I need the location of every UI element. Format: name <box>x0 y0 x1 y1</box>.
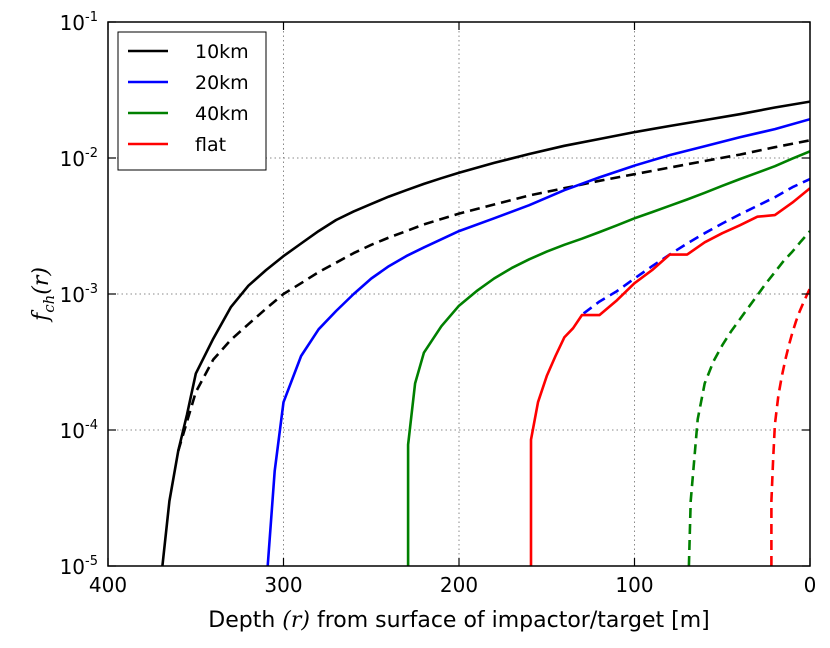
y-tick-exponent: -3 <box>85 282 98 297</box>
x-axis-label: Depth (r) from surface of impactor/targe… <box>208 608 710 633</box>
y-tick-exponent: -5 <box>85 554 98 569</box>
y-tick-label: 10-3 <box>60 282 98 307</box>
series-line <box>529 187 810 566</box>
y-tick-label: 10-2 <box>60 146 98 171</box>
legend-label: 10km <box>195 41 249 63</box>
x-tick-label: 200 <box>440 573 478 597</box>
series-line <box>266 117 810 566</box>
series-line <box>770 287 810 566</box>
ticks: 400 300 200 100 010-510-410-310-210-1 <box>60 10 817 597</box>
y-tick-exponent: -2 <box>85 146 98 161</box>
legend-label: 20km <box>195 72 249 94</box>
y-tick-base: 10 <box>60 147 85 171</box>
series-line <box>176 139 810 452</box>
x-tick-label: 400 <box>89 573 127 597</box>
x-axis-label-suffix: from surface of impactor/target [m] <box>310 608 710 633</box>
y-tick-base: 10 <box>60 283 85 307</box>
y-tick-label: 10-1 <box>60 10 98 35</box>
series-group <box>161 100 810 566</box>
x-tick-label: 100 <box>615 573 653 597</box>
series-line <box>406 150 810 566</box>
y-tick-base: 10 <box>60 419 85 443</box>
series-line <box>687 230 810 566</box>
y-axis-label: fch(r) <box>29 267 58 323</box>
x-axis-label-prefix: Depth <box>208 608 282 633</box>
legend-label: flat <box>195 134 226 156</box>
series-line <box>582 177 810 315</box>
y-axis-label-sub: ch <box>40 295 58 313</box>
y-axis-label-arg: (r) <box>29 267 54 295</box>
y-tick-base: 10 <box>60 555 85 579</box>
y-tick-exponent: -1 <box>85 10 98 25</box>
y-tick-exponent: -4 <box>85 418 98 433</box>
legend: 10km 20km 40km flat <box>117 31 267 171</box>
x-axis-label-math: (r) <box>282 608 310 633</box>
legend-label: 40km <box>195 103 249 125</box>
x-tick-label: 300 <box>264 573 302 597</box>
y-tick-base: 10 <box>60 11 85 35</box>
x-tick-label: 0 <box>804 573 817 597</box>
series-line <box>161 100 810 566</box>
y-tick-label: 10-4 <box>60 418 98 443</box>
legend-box <box>117 31 267 171</box>
y-tick-label: 10-5 <box>60 554 98 579</box>
